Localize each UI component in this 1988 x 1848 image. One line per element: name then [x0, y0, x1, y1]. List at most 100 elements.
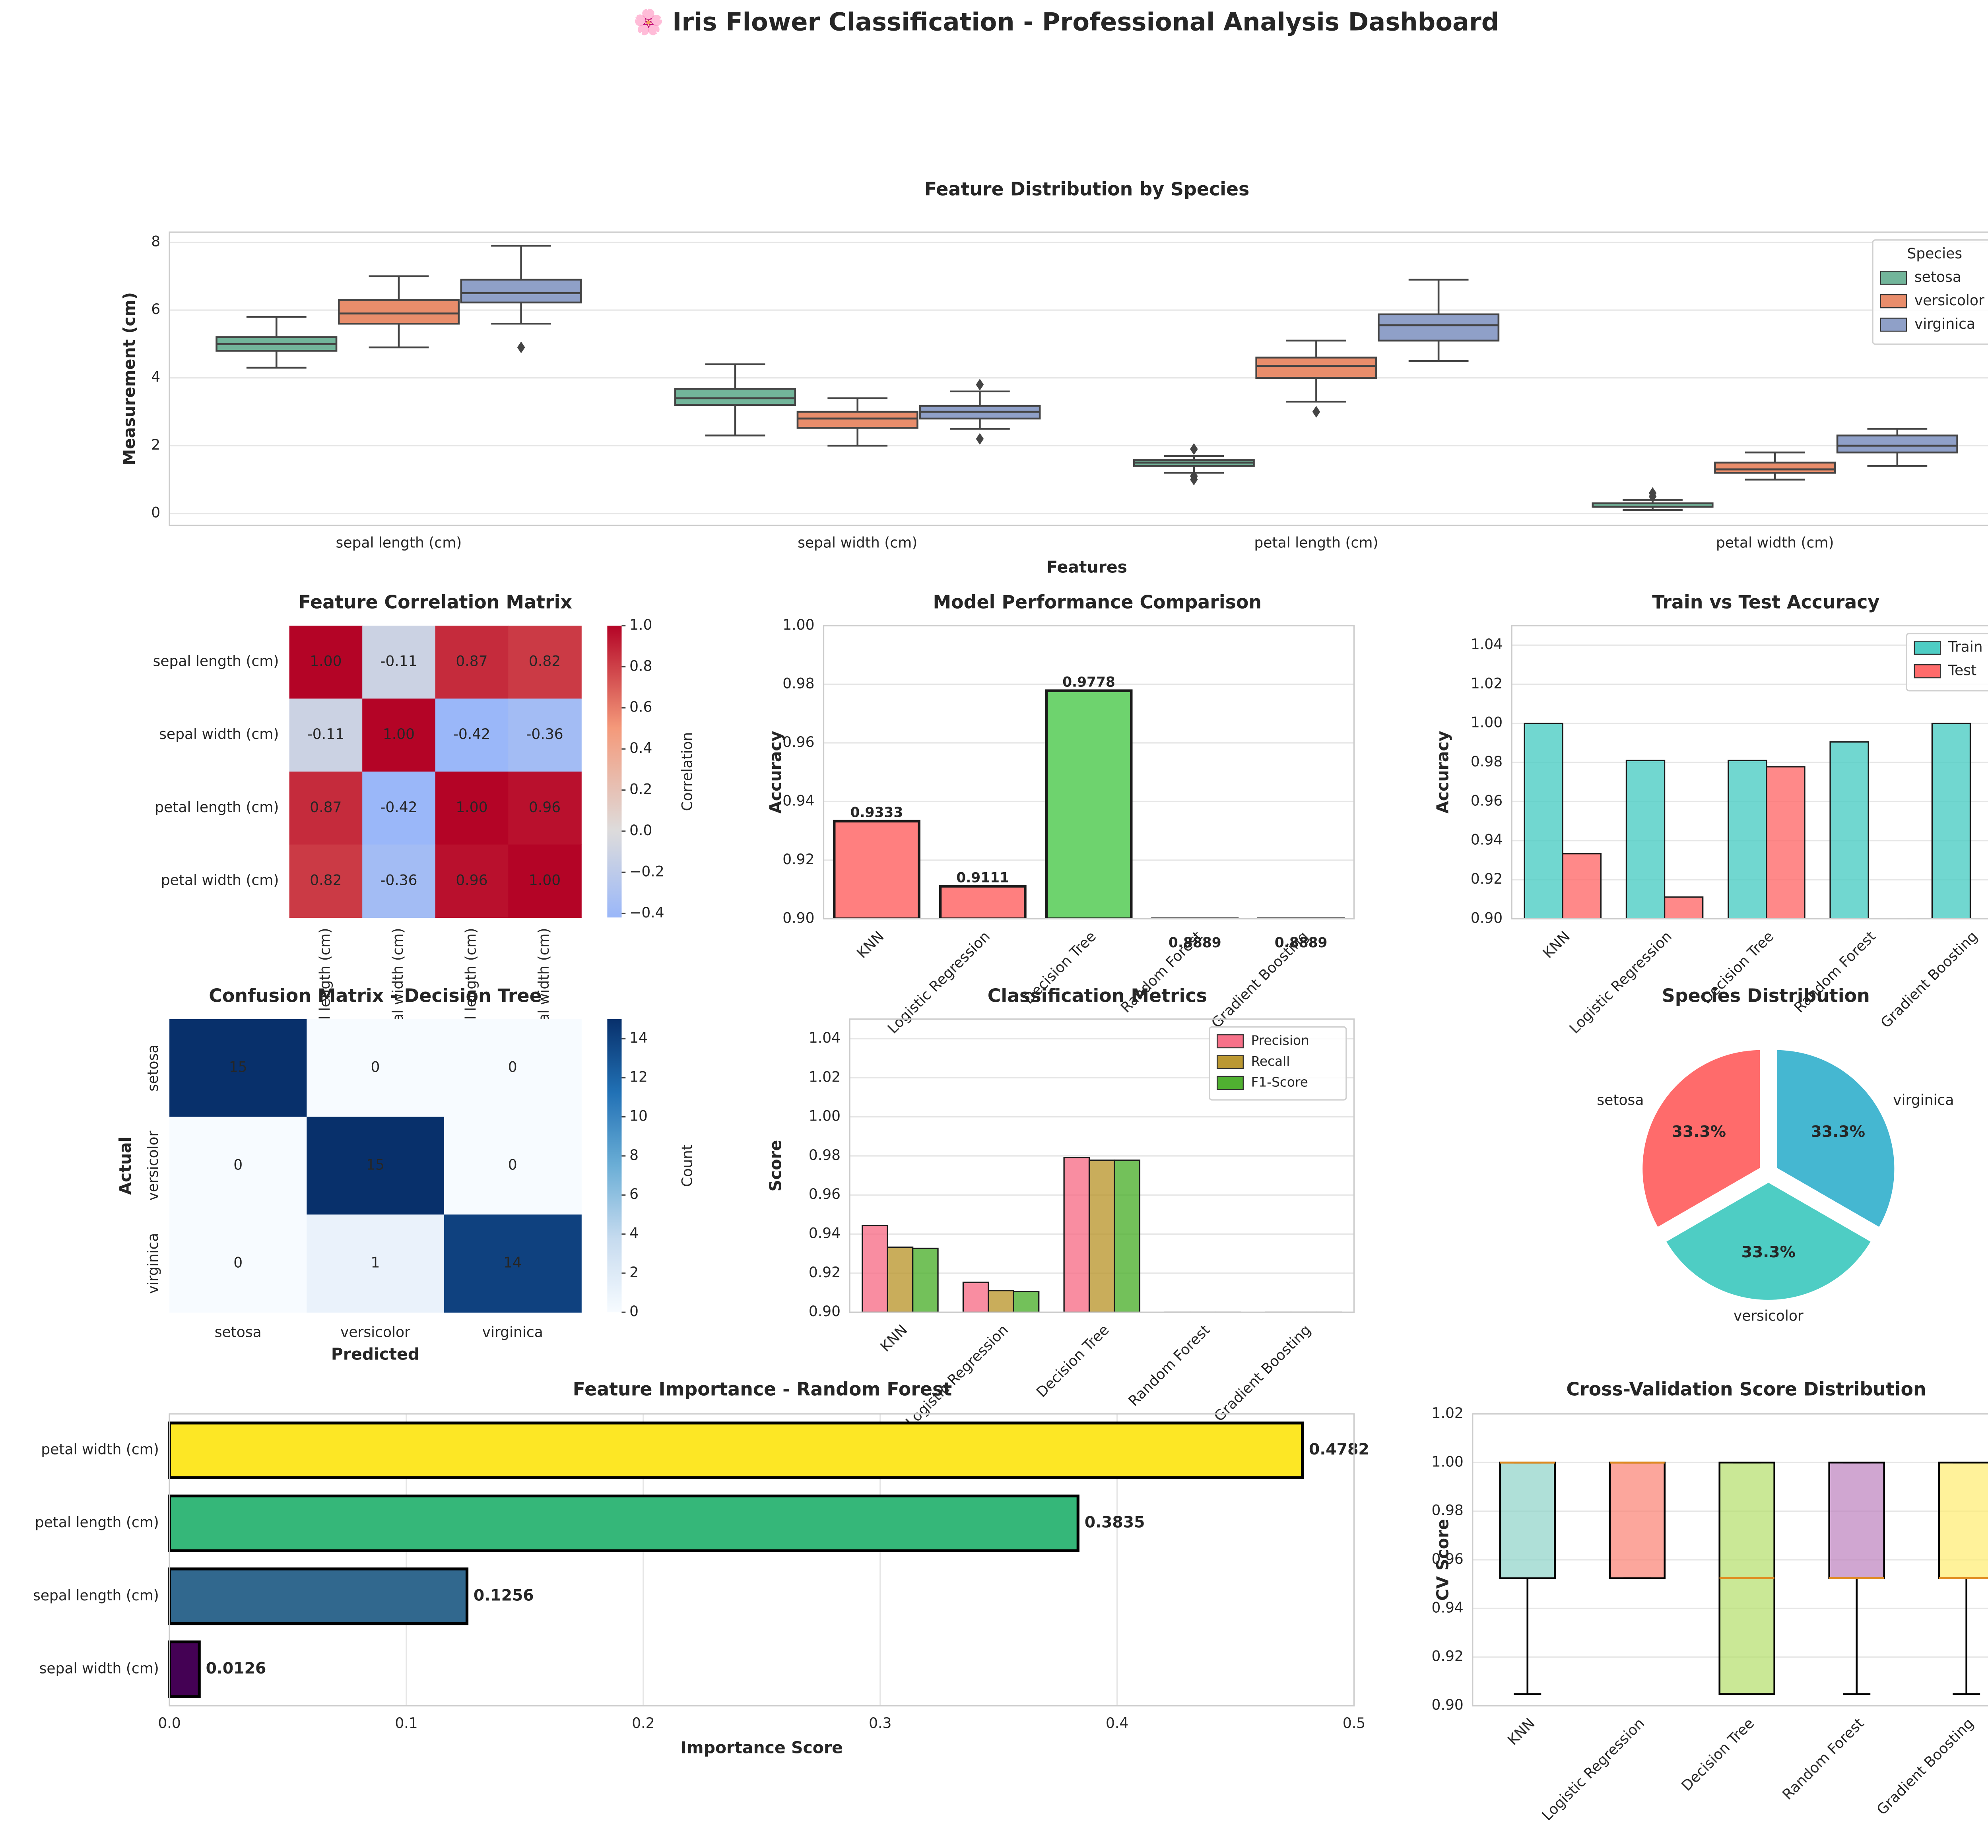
legend-label: Train	[1948, 639, 1983, 655]
colorbar-tick-label: 2	[629, 1264, 639, 1281]
y-tick-label: 0.94	[1471, 832, 1503, 848]
y-tick-label: sepal length (cm)	[33, 1587, 159, 1604]
cell-label: 1.00	[529, 872, 561, 888]
bar	[168, 1567, 469, 1625]
heatmap-cell	[289, 698, 363, 772]
y-axis-label: CV Score	[1433, 1519, 1452, 1601]
heatmap-cell	[362, 625, 436, 699]
heatmap-cell	[435, 772, 509, 845]
y-axis-label: Actual	[116, 1136, 135, 1195]
heatmap-cell	[289, 772, 363, 845]
outlier	[1312, 406, 1320, 418]
cell-label: 0.82	[310, 872, 342, 888]
cell-label: -0.36	[526, 726, 563, 743]
legend-label: Test	[1948, 662, 1976, 679]
colorbar-tick-label: 1.0	[629, 617, 652, 633]
x-tick-label: sepal width (cm)	[798, 534, 917, 551]
y-tick-label: 1.04	[1471, 636, 1503, 653]
legend-swatch	[1914, 664, 1941, 679]
outlier	[976, 378, 984, 391]
heatmap-cell	[362, 698, 436, 772]
y-axis-label: Measurement (cm)	[120, 292, 139, 465]
y-tick-label: 0.96	[1471, 792, 1503, 809]
outlier	[1190, 443, 1198, 455]
x-tick-label: 0.1	[395, 1715, 417, 1732]
y-tick-label: 0.92	[1471, 871, 1503, 887]
heatmap-cell	[289, 625, 363, 699]
y-tick-label: 1.02	[1432, 1405, 1464, 1421]
cell-label: -0.42	[453, 726, 490, 743]
heatmap-cell	[169, 1019, 307, 1117]
colorbar-tick-label: 0.8	[629, 657, 652, 674]
y-tick-label: 0.94	[782, 792, 814, 809]
bar	[168, 1494, 1079, 1552]
y-tick-label: sepal width (cm)	[159, 726, 279, 743]
bar	[939, 885, 1027, 919]
legend-swatch	[1217, 1055, 1244, 1069]
colorbar-tick-label: 10	[629, 1108, 648, 1125]
plot-frame	[169, 231, 1988, 526]
cell-label: 0.87	[456, 653, 487, 670]
legend-swatch	[1217, 1034, 1244, 1049]
bar	[1562, 853, 1602, 919]
colorbar	[607, 1019, 622, 1313]
legend-swatch	[1217, 1076, 1244, 1090]
cell-label: -0.42	[380, 799, 417, 816]
bar	[1766, 766, 1806, 919]
chart-title: Train vs Test Accuracy	[1652, 591, 1879, 613]
value-label: 0.9111	[956, 870, 1009, 886]
y-tick-label: 4	[151, 369, 160, 386]
box	[1714, 462, 1836, 474]
x-tick-label: 0.2	[632, 1715, 654, 1732]
value-label: 0.0126	[206, 1659, 266, 1677]
pie-value-label: 33.3%	[1741, 1243, 1796, 1261]
plot-frame	[1472, 1413, 1988, 1706]
y-tick-label: 0.98	[782, 675, 814, 692]
heatmap-cell	[307, 1214, 445, 1313]
colorbar-tick-label: 12	[629, 1068, 648, 1085]
legend-swatch	[1880, 271, 1907, 285]
y-tick-label: petal length (cm)	[35, 1514, 159, 1531]
y-tick-label: petal length (cm)	[155, 799, 279, 816]
heatmap-cell	[444, 1117, 582, 1215]
chart-title: Species Distribution	[1662, 985, 1870, 1006]
legend-label: Precision	[1251, 1033, 1309, 1048]
y-tick-label: 1.00	[1432, 1453, 1464, 1470]
y-tick-label: 0.94	[1432, 1599, 1464, 1616]
y-tick-label: 0.90	[809, 1303, 841, 1320]
box	[1836, 434, 1958, 454]
colorbar-tick-label: 8	[629, 1147, 639, 1163]
bar	[1728, 760, 1767, 919]
pie-label: virginica	[1893, 1092, 1954, 1109]
cell-label: 0	[508, 1059, 517, 1076]
y-tick-label: petal width (cm)	[41, 1441, 159, 1458]
y-tick-label: 8	[151, 233, 160, 250]
heatmap-cell	[289, 844, 363, 918]
y-tick-label: 0.92	[809, 1264, 841, 1281]
legend-label: Recall	[1251, 1054, 1290, 1069]
cell-label: 0.82	[529, 653, 561, 670]
heatmap-cell	[508, 844, 582, 918]
heatmap-cell	[508, 772, 582, 845]
heatmap-cell	[435, 698, 509, 772]
chart-title: Confusion Matrix - Decision Tree	[209, 985, 542, 1006]
heatmap-cell	[169, 1214, 307, 1313]
cell-label: 15	[366, 1157, 384, 1173]
pie-slice	[1774, 1047, 1897, 1231]
legend-label: F1-Score	[1251, 1074, 1308, 1090]
y-tick-label: 0.94	[809, 1225, 841, 1242]
chart-title: Model Performance Comparison	[933, 591, 1262, 613]
colorbar-tick-label: 0	[629, 1303, 639, 1320]
plot-frame	[169, 1413, 1355, 1706]
bar	[1664, 896, 1704, 919]
x-tick-label: 0.3	[869, 1715, 891, 1732]
bar	[1063, 1157, 1090, 1313]
y-tick-label: 0.98	[809, 1147, 841, 1163]
bar	[1625, 760, 1666, 919]
colorbar-tick-label: 0.6	[629, 699, 652, 716]
x-tick-label: petal length (cm)	[1254, 534, 1378, 551]
legend-swatch	[1880, 318, 1907, 332]
plot-frame	[1511, 625, 1988, 920]
y-tick-label: 0.90	[1432, 1697, 1464, 1713]
box	[674, 388, 796, 406]
